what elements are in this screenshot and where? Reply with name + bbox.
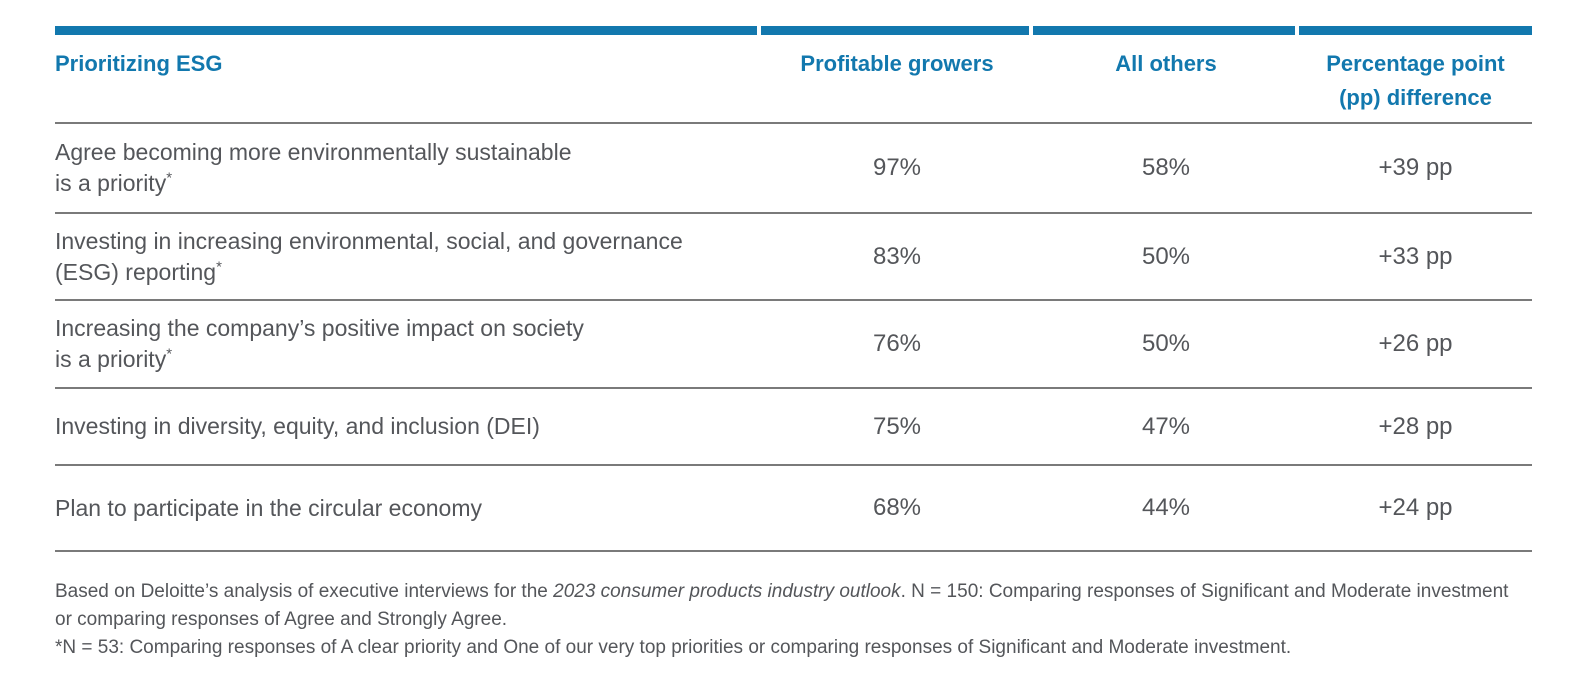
value-all-others: 50% xyxy=(1141,330,1191,357)
row-label-line2: (ESG) reporting* xyxy=(55,257,751,288)
table-row-esg-reporting: Investing in increasing environmental, s… xyxy=(55,212,1532,299)
table-top-accent-bar xyxy=(55,26,1532,35)
footnote-source-post: . N = 150: Comparing responses of Signif… xyxy=(55,581,1509,630)
value-profitable-growers: 68% xyxy=(872,494,922,521)
value-profitable-growers: 83% xyxy=(872,242,922,270)
row-label: Investing in diversity, equity, and incl… xyxy=(55,389,761,464)
column-header-pp-difference: Percentage point (pp) difference xyxy=(1299,47,1532,122)
esg-table-exhibit: Prioritizing ESG Profitable growers All … xyxy=(55,26,1532,662)
value-profitable-growers: 97% xyxy=(872,154,922,181)
row-label-line1: Investing in diversity, equity, and incl… xyxy=(55,413,540,439)
footnote-asterisk: * xyxy=(166,169,173,187)
value-all-others: 47% xyxy=(1141,412,1191,440)
table-title: Prioritizing ESG xyxy=(55,51,223,76)
value-all-others: 58% xyxy=(1141,154,1191,181)
bar-segment-all-others xyxy=(1033,26,1299,35)
row-label: Plan to participate in the circular econ… xyxy=(55,466,761,550)
footnote-asterisk-note: *N = 53: Comparing responses of A clear … xyxy=(55,637,1292,658)
column-header-pp-line1: Percentage point xyxy=(1326,51,1505,76)
value-pp-difference: +28 pp xyxy=(1378,412,1453,440)
row-label-line1: Plan to participate in the circular econ… xyxy=(55,494,482,521)
value-pp-difference: +26 pp xyxy=(1378,330,1453,357)
footnote-source: Based on Deloitte’s analysis of executiv… xyxy=(55,578,1525,634)
table-row-circular-economy: Plan to participate in the circular econ… xyxy=(55,464,1532,552)
table-row-dei-investing: Investing in diversity, equity, and incl… xyxy=(55,387,1532,464)
value-pp-difference: +33 pp xyxy=(1378,242,1453,270)
value-pp-difference: +39 pp xyxy=(1378,154,1453,181)
footnote-source-pre: Based on Deloitte’s analysis of executiv… xyxy=(55,581,554,602)
row-label-line2: is a priority* xyxy=(55,344,751,375)
source-footnotes: Based on Deloitte’s analysis of executiv… xyxy=(55,578,1525,662)
value-all-others: 44% xyxy=(1141,494,1191,521)
bar-segment-profitable-growers xyxy=(761,26,1033,35)
row-label-line2-text: is a priority xyxy=(55,346,167,372)
column-header-all-others: All others xyxy=(1115,51,1217,76)
table-row-positive-impact-society: Increasing the company’s positive impact… xyxy=(55,299,1532,387)
value-pp-difference: +24 pp xyxy=(1378,494,1453,521)
bar-segment-prioritizing-esg xyxy=(55,26,761,35)
row-label: Increasing the company’s positive impact… xyxy=(55,301,761,387)
row-label-line2-text: is a priority xyxy=(55,170,167,196)
footnote-source-publication: 2023 consumer products industry outlook xyxy=(553,581,901,602)
row-label-line1: Agree becoming more environmentally sust… xyxy=(55,139,572,165)
row-label: Agree becoming more environmentally sust… xyxy=(55,124,761,212)
row-label-line1: Increasing the company’s positive impact… xyxy=(55,315,584,341)
table-header-row: Prioritizing ESG Profitable growers All … xyxy=(55,35,1532,122)
footnote-asterisk: * xyxy=(166,345,173,363)
bar-segment-pp-difference xyxy=(1299,26,1532,35)
table-row-environmentally-sustainable: Agree becoming more environmentally sust… xyxy=(55,122,1532,212)
row-label-line2-text: (ESG) reporting xyxy=(55,258,217,285)
column-header-pp-line2: (pp) difference xyxy=(1339,85,1492,110)
footnote-asterisk: * xyxy=(216,257,222,275)
row-label-line1: Investing in increasing environmental, s… xyxy=(55,227,683,254)
column-header-profitable-growers: Profitable growers xyxy=(800,51,994,76)
value-all-others: 50% xyxy=(1141,242,1191,270)
row-label-line2: is a priority* xyxy=(55,168,751,199)
value-profitable-growers: 76% xyxy=(872,330,922,357)
value-profitable-growers: 75% xyxy=(872,412,922,440)
row-label: Investing in increasing environmental, s… xyxy=(55,214,761,299)
